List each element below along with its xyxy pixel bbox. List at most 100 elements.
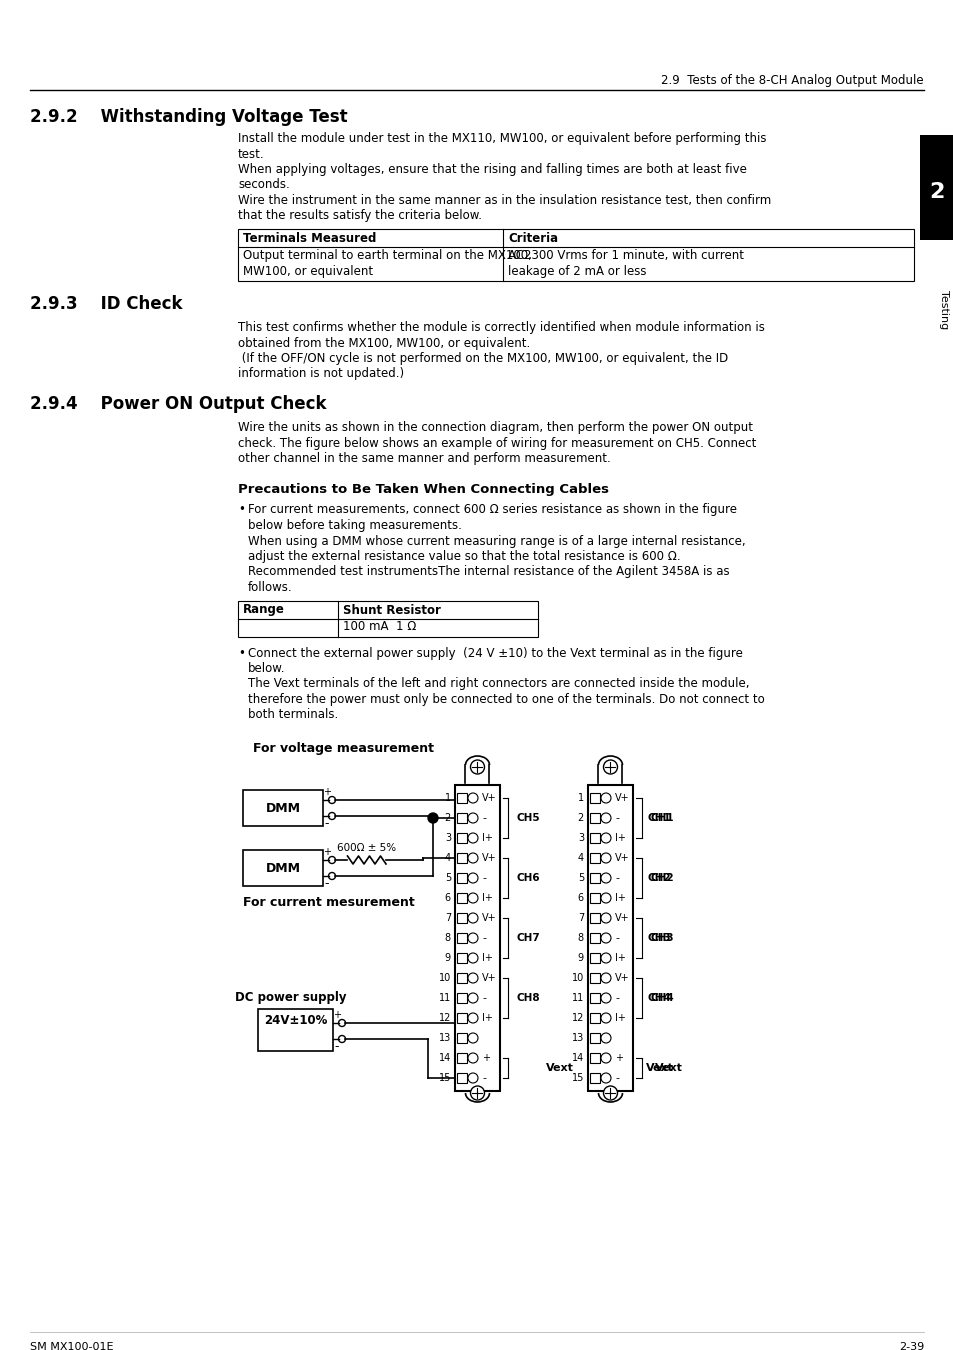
Bar [237, 230, 913, 281]
Text: V+: V+ [481, 913, 497, 923]
Text: 2.9  Tests of the 8-CH Analog Output Module: 2.9 Tests of the 8-CH Analog Output Modu… [660, 74, 923, 86]
Text: SM MX100-01E: SM MX100-01E [30, 1342, 113, 1350]
Bar [456, 953, 467, 963]
Bar [456, 933, 467, 944]
Circle shape [603, 1085, 617, 1100]
Circle shape [600, 873, 610, 883]
Bar [919, 135, 953, 240]
Circle shape [468, 913, 477, 923]
Text: CH4: CH4 [647, 994, 671, 1003]
Circle shape [468, 833, 477, 842]
Bar [456, 1033, 467, 1044]
Text: V+: V+ [481, 853, 497, 863]
Text: V+: V+ [615, 792, 629, 803]
Text: Output terminal to earth terminal on the MX100,: Output terminal to earth terminal on the… [243, 248, 532, 262]
Bar [243, 850, 323, 886]
Text: I+: I+ [481, 953, 493, 963]
Circle shape [468, 1073, 477, 1083]
Circle shape [600, 1053, 610, 1062]
Text: that the results satisfy the criteria below.: that the results satisfy the criteria be… [237, 209, 481, 223]
Circle shape [468, 873, 477, 883]
Text: V+: V+ [615, 853, 629, 863]
Text: Criteria: Criteria [507, 232, 558, 244]
Text: Vext: Vext [655, 1062, 682, 1073]
Text: I+: I+ [481, 1012, 493, 1023]
Bar [456, 1012, 467, 1023]
Text: 1: 1 [444, 792, 451, 803]
Text: Precautions to Be Taken When Connecting Cables: Precautions to Be Taken When Connecting … [237, 483, 608, 497]
Text: V+: V+ [481, 973, 497, 983]
Bar [456, 1053, 467, 1062]
Text: Wire the units as shown in the connection diagram, then perform the power ON out: Wire the units as shown in the connectio… [237, 421, 752, 433]
Text: Wire the instrument in the same manner as in the insulation resistance test, the: Wire the instrument in the same manner a… [237, 194, 770, 207]
Text: 5: 5 [578, 873, 583, 883]
Text: +: + [615, 1053, 622, 1062]
Text: I+: I+ [615, 892, 625, 903]
Circle shape [600, 1012, 610, 1023]
Bar [589, 853, 599, 863]
Bar [589, 1033, 599, 1044]
Text: V+: V+ [615, 973, 629, 983]
Text: 10: 10 [438, 973, 451, 983]
Bar [589, 813, 599, 823]
Text: 2: 2 [578, 813, 583, 823]
Bar [456, 1073, 467, 1083]
Text: -: - [481, 873, 485, 883]
Circle shape [600, 833, 610, 842]
Text: CH1: CH1 [647, 813, 671, 823]
Text: -: - [615, 813, 618, 823]
Text: 5: 5 [444, 873, 451, 883]
Circle shape [600, 1073, 610, 1083]
Text: 15: 15 [438, 1073, 451, 1083]
Text: CH3: CH3 [647, 933, 671, 944]
Text: MW100, or equivalent: MW100, or equivalent [243, 265, 373, 278]
Text: Connect the external power supply  (24 V ±10) to the Vext terminal as in the fig: Connect the external power supply (24 V … [248, 647, 742, 660]
Circle shape [600, 933, 610, 944]
Text: 2.9.4    Power ON Output Check: 2.9.4 Power ON Output Check [30, 396, 326, 413]
Bar [589, 933, 599, 944]
Text: -: - [324, 818, 329, 830]
Text: -: - [481, 1073, 485, 1083]
Text: 600Ω ± 5%: 600Ω ± 5% [336, 842, 395, 853]
Text: 2.9.3    ID Check: 2.9.3 ID Check [30, 296, 182, 313]
Text: CH2: CH2 [647, 873, 671, 883]
Bar [589, 1012, 599, 1023]
Text: -: - [481, 933, 485, 944]
Circle shape [603, 760, 617, 774]
Bar [456, 973, 467, 983]
Text: V+: V+ [481, 792, 497, 803]
Bar [237, 601, 537, 636]
Text: 2-39: 2-39 [898, 1342, 923, 1350]
Text: Testing: Testing [938, 290, 948, 329]
Bar [456, 792, 467, 803]
Text: adjust the external resistance value so that the total resistance is 600 Ω.: adjust the external resistance value so … [248, 549, 679, 563]
Text: Terminals Measured: Terminals Measured [243, 232, 376, 244]
Text: 9: 9 [578, 953, 583, 963]
Text: For current mesurement: For current mesurement [243, 896, 415, 909]
Text: I+: I+ [615, 953, 625, 963]
Circle shape [600, 913, 610, 923]
Text: AC2300 Vrms for 1 minute, with current: AC2300 Vrms for 1 minute, with current [507, 248, 743, 262]
Text: This test confirms whether the module is correctly identified when module inform: This test confirms whether the module is… [237, 321, 764, 333]
Text: 11: 11 [438, 994, 451, 1003]
Text: follows.: follows. [248, 580, 293, 594]
Circle shape [600, 953, 610, 963]
Text: 13: 13 [571, 1033, 583, 1044]
Bar [587, 784, 633, 1091]
Text: CH4: CH4 [650, 994, 674, 1003]
Text: 3: 3 [578, 833, 583, 842]
Circle shape [468, 813, 477, 823]
Text: -: - [615, 994, 618, 1003]
Circle shape [328, 872, 335, 879]
Text: 4: 4 [578, 853, 583, 863]
Text: 8: 8 [444, 933, 451, 944]
Text: +: + [333, 1010, 340, 1021]
Bar [257, 1008, 333, 1052]
Text: •: • [237, 647, 245, 660]
Text: CH5: CH5 [516, 813, 539, 823]
Circle shape [600, 973, 610, 983]
Text: 2: 2 [444, 813, 451, 823]
Circle shape [468, 953, 477, 963]
Text: below before taking measurements.: below before taking measurements. [248, 518, 461, 532]
Text: For voltage measurement: For voltage measurement [253, 743, 434, 755]
